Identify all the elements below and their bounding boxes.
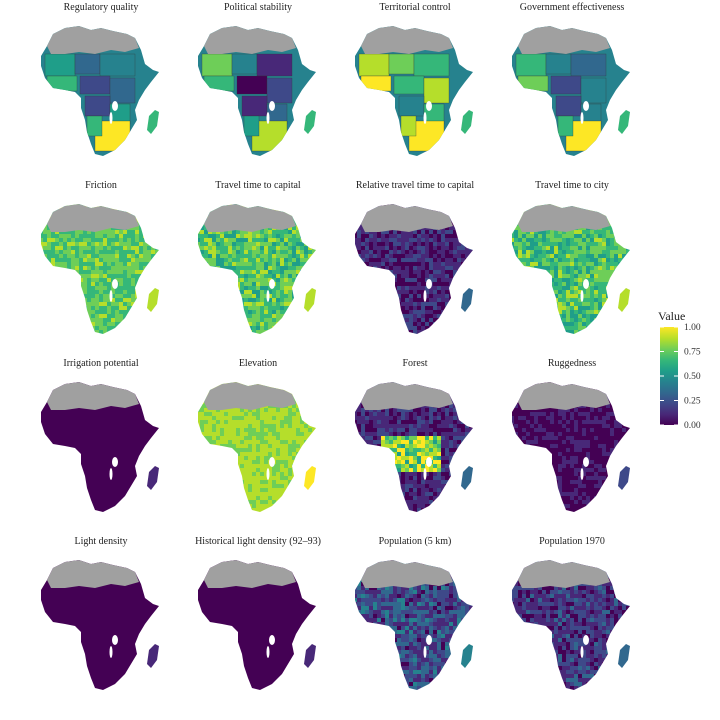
legend-title: Value (658, 309, 685, 323)
map-panel: Friction (41, 180, 159, 334)
panel-title: Population 1970 (539, 536, 605, 547)
africa-map (355, 382, 473, 512)
panel-title: Elevation (239, 358, 277, 369)
legend-tick-label: 0.25 (684, 397, 701, 407)
map-panel: Elevation (198, 358, 316, 512)
africa-map (198, 560, 316, 690)
map-panel: Political stability (198, 2, 316, 156)
panel-title: Friction (85, 180, 117, 191)
map-panel: Travel time to capital (198, 180, 316, 334)
legend-tick-label: 0.00 (684, 421, 701, 431)
panel-title: Population (5 km) (379, 536, 452, 547)
africa-map (512, 26, 630, 156)
panel-title: Ruggedness (548, 358, 596, 369)
africa-map (512, 382, 630, 512)
map-panel: Population 1970 (512, 536, 630, 690)
africa-map (355, 204, 473, 334)
legend-tick-label: 0.50 (684, 372, 701, 382)
map-panel: Irrigation potential (41, 358, 159, 512)
panel-title: Travel time to city (535, 180, 609, 191)
panel-title: Forest (403, 358, 428, 369)
map-panel: Government effectiveness (512, 2, 630, 156)
panel-title: Historical light density (92–93) (195, 536, 321, 547)
map-panel: Regulatory quality (41, 2, 159, 156)
africa-map (512, 204, 630, 334)
panel-title: Irrigation potential (63, 358, 138, 369)
map-panel: Light density (41, 536, 159, 690)
africa-map (512, 560, 630, 690)
legend-tick-label: 1.00 (684, 323, 701, 333)
africa-map (198, 26, 316, 156)
legend: Value 1.00 0.75 0.50 0.25 0.00 (658, 309, 701, 431)
map-panel: Forest (355, 358, 473, 512)
map-panel: Historical light density (92–93) (195, 536, 321, 690)
map-panel: Relative travel time to capital (355, 180, 475, 334)
africa-map (41, 26, 159, 156)
map-panel: Territorial control (355, 2, 473, 156)
legend-tick-marks (660, 326, 678, 426)
map-panel: Ruggedness (512, 358, 630, 512)
map-panel: Population (5 km) (355, 536, 473, 690)
legend-tick-label: 0.75 (684, 348, 701, 358)
africa-map (41, 560, 159, 690)
africa-map (41, 204, 159, 334)
legend-colorbar (660, 327, 678, 425)
panel-title: Light density (74, 536, 127, 547)
panel-title: Regulatory quality (64, 2, 139, 13)
panel-title: Government effectiveness (520, 2, 625, 13)
africa-map (41, 382, 159, 512)
africa-map (198, 382, 316, 512)
africa-map (355, 26, 473, 156)
panel-title: Territorial control (379, 2, 450, 13)
map-panel: Travel time to city (512, 180, 630, 334)
africa-map (355, 560, 473, 690)
panel-title: Travel time to capital (215, 180, 301, 191)
africa-map (198, 204, 316, 334)
panel-title: Political stability (224, 2, 292, 13)
panel-title: Relative travel time to capital (356, 180, 475, 191)
